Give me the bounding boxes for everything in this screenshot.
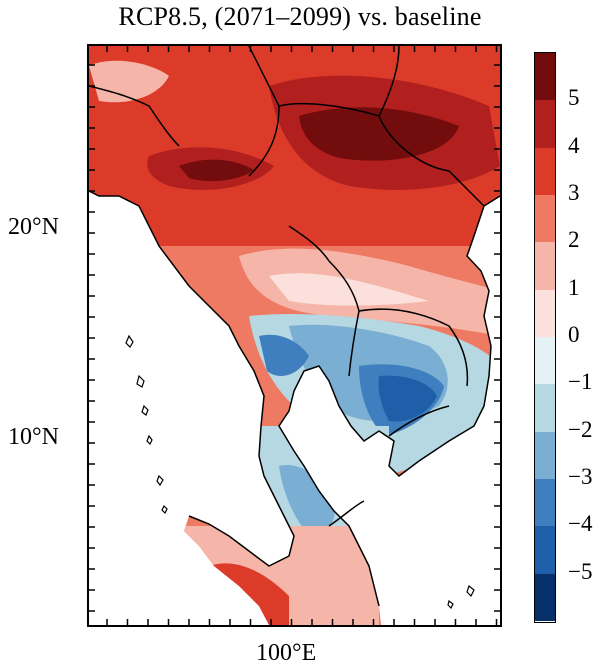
colorbar-segment bbox=[535, 431, 555, 479]
map-title: RCP8.5, (2071–2099) vs. baseline bbox=[118, 2, 482, 31]
colorbar-tick-label: 3 bbox=[568, 180, 580, 205]
colorbar-segment bbox=[535, 573, 555, 621]
colorbar-segment bbox=[535, 289, 555, 337]
colorbar-tick-label: −4 bbox=[568, 511, 593, 537]
colorbar-segment bbox=[535, 242, 555, 290]
colorbar-segment bbox=[535, 147, 555, 195]
colorbar-tick-label: 0 bbox=[568, 322, 580, 347]
colorbar-segment bbox=[535, 195, 555, 243]
colorbar-tick-label: −3 bbox=[568, 464, 593, 489]
colorbar-segment bbox=[535, 100, 555, 148]
colorbar-segment bbox=[535, 526, 555, 574]
colorbar-tick-label: 5 bbox=[568, 85, 580, 111]
country-borders bbox=[89, 46, 500, 607]
map-panel bbox=[87, 44, 502, 627]
colorbar bbox=[534, 52, 556, 623]
colorbar-tick-label: 2 bbox=[568, 227, 580, 253]
colorbar-segment bbox=[535, 337, 555, 385]
colorbar-tick-label: −2 bbox=[568, 416, 593, 442]
colorbar-tick-label: −5 bbox=[568, 558, 593, 584]
y-tick-20n: 20°N bbox=[8, 214, 59, 240]
colorbar-tick-label: 4 bbox=[568, 132, 580, 158]
islands bbox=[125, 334, 475, 610]
y-tick-10n: 10°N bbox=[8, 424, 59, 450]
colorbar-segment bbox=[535, 479, 555, 527]
temperature-map bbox=[89, 46, 500, 625]
x-tick-100e: 100°E bbox=[256, 640, 317, 666]
colorbar-segment bbox=[535, 384, 555, 432]
colorbar-segment bbox=[535, 53, 555, 101]
colorbar-tick-label: 1 bbox=[568, 274, 580, 300]
colorbar-tick-label: −1 bbox=[568, 369, 593, 395]
